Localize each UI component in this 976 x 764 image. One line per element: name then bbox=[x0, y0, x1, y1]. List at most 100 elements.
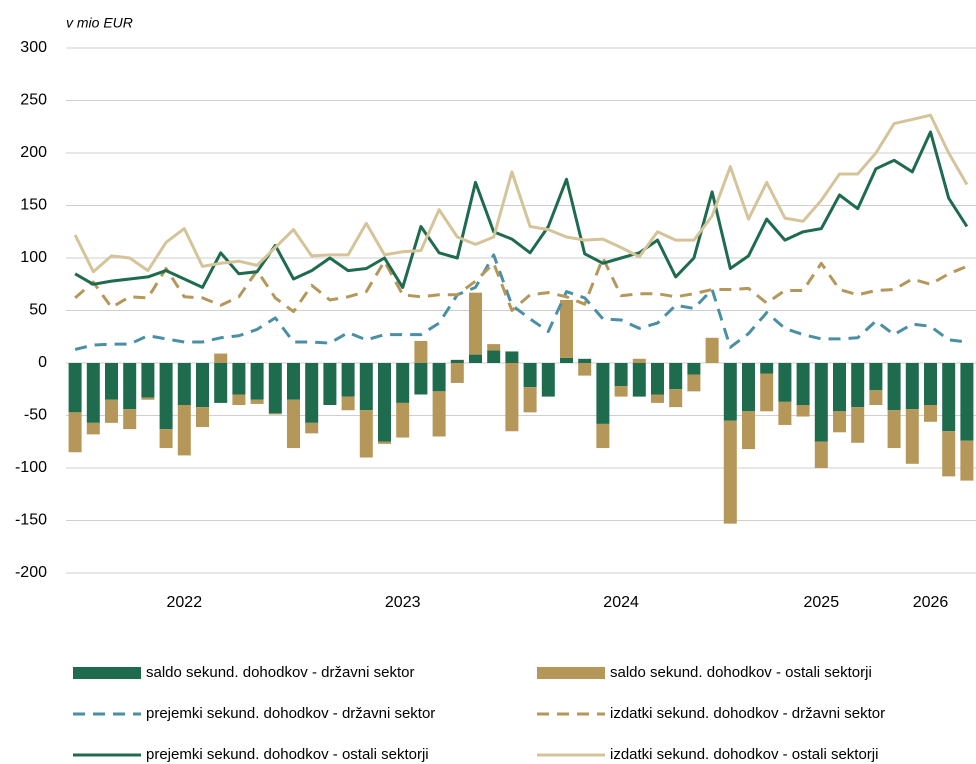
bar bbox=[887, 363, 901, 411]
axis-label: v mio EUR bbox=[66, 15, 133, 31]
bar bbox=[86, 363, 100, 423]
bar bbox=[924, 405, 937, 422]
bar bbox=[887, 410, 901, 449]
bar bbox=[123, 409, 137, 430]
bar bbox=[632, 358, 646, 363]
line bbox=[74, 130, 969, 289]
bar bbox=[651, 394, 664, 403]
bar bbox=[541, 363, 555, 397]
y-tick-label: -150 bbox=[15, 512, 47, 529]
bar bbox=[833, 411, 846, 433]
bar bbox=[414, 340, 428, 363]
bar bbox=[942, 431, 956, 477]
bar bbox=[232, 394, 246, 405]
bar bbox=[214, 363, 228, 403]
bar bbox=[960, 440, 974, 481]
bar bbox=[869, 363, 883, 391]
bar bbox=[341, 396, 355, 411]
legend-label: izdatki sekund. dohodkov - državni sekto… bbox=[610, 705, 885, 722]
line bbox=[74, 253, 968, 351]
legend-swatch bbox=[73, 667, 141, 679]
bar bbox=[159, 363, 173, 430]
bar bbox=[414, 363, 428, 395]
bar bbox=[687, 363, 701, 375]
bar bbox=[196, 363, 209, 408]
bar bbox=[469, 354, 482, 363]
line bbox=[74, 256, 968, 314]
y-tick-label: 0 bbox=[38, 354, 47, 371]
bar bbox=[305, 363, 319, 423]
bar bbox=[105, 399, 118, 423]
bar bbox=[851, 407, 865, 443]
bar bbox=[287, 363, 300, 400]
bar bbox=[723, 420, 737, 524]
bar bbox=[141, 363, 155, 398]
bar bbox=[378, 363, 391, 442]
bar bbox=[159, 429, 173, 449]
bar bbox=[814, 441, 828, 468]
bar bbox=[232, 363, 246, 395]
bar bbox=[578, 358, 592, 363]
bar bbox=[905, 409, 919, 464]
y-tick-label: 150 bbox=[20, 197, 47, 214]
bar bbox=[778, 363, 792, 402]
bar bbox=[323, 363, 337, 405]
x-tick-label: 2024 bbox=[603, 594, 639, 611]
bar bbox=[905, 363, 919, 410]
bar bbox=[942, 363, 956, 432]
bar bbox=[287, 399, 300, 449]
bar bbox=[851, 363, 865, 408]
legend-label: saldo sekund. dohodkov - državni sektor bbox=[146, 664, 414, 681]
y-tick-label: -50 bbox=[24, 407, 47, 424]
bar bbox=[614, 363, 628, 387]
bar bbox=[833, 363, 846, 412]
bar bbox=[341, 363, 355, 397]
bar bbox=[378, 441, 391, 444]
bar bbox=[742, 363, 755, 412]
bar bbox=[669, 389, 683, 408]
bar bbox=[651, 363, 664, 395]
x-tick-label: 2023 bbox=[385, 594, 421, 611]
bar bbox=[632, 363, 646, 397]
bar bbox=[687, 374, 701, 392]
x-tick-label: 2022 bbox=[167, 594, 203, 611]
bar bbox=[960, 363, 974, 441]
y-tick-label: 300 bbox=[20, 39, 47, 56]
legend-label: saldo sekund. dohodkov - ostali sektorji bbox=[610, 664, 872, 681]
y-tick-label: 50 bbox=[29, 302, 47, 319]
y-tick-label: 200 bbox=[20, 144, 47, 161]
bar bbox=[268, 413, 282, 415]
legend-label: izdatki sekund. dohodkov - ostali sektor… bbox=[610, 746, 878, 763]
bar bbox=[560, 357, 573, 363]
bar bbox=[760, 373, 774, 412]
bar bbox=[450, 359, 464, 363]
bar bbox=[487, 344, 501, 351]
bar bbox=[105, 363, 118, 400]
bar bbox=[814, 363, 828, 442]
bar bbox=[742, 411, 755, 450]
bar bbox=[359, 363, 373, 411]
bar bbox=[614, 386, 628, 397]
legend-swatch bbox=[537, 667, 605, 679]
bar bbox=[177, 363, 191, 405]
bar bbox=[141, 397, 155, 400]
bar bbox=[596, 423, 610, 449]
bar bbox=[68, 412, 82, 453]
bar bbox=[214, 353, 228, 363]
bar bbox=[196, 407, 209, 428]
bar bbox=[469, 292, 482, 355]
bar bbox=[596, 363, 610, 424]
bar bbox=[796, 363, 810, 405]
bar bbox=[396, 402, 410, 438]
bar bbox=[705, 337, 719, 363]
bar bbox=[523, 387, 537, 413]
bar bbox=[68, 363, 82, 413]
bar bbox=[796, 405, 810, 417]
y-tick-label: -200 bbox=[15, 564, 47, 581]
y-tick-label: -100 bbox=[15, 459, 47, 476]
bar bbox=[359, 410, 373, 458]
bar bbox=[778, 401, 792, 425]
bar bbox=[123, 363, 137, 410]
bar bbox=[86, 422, 100, 435]
bar bbox=[578, 363, 592, 376]
